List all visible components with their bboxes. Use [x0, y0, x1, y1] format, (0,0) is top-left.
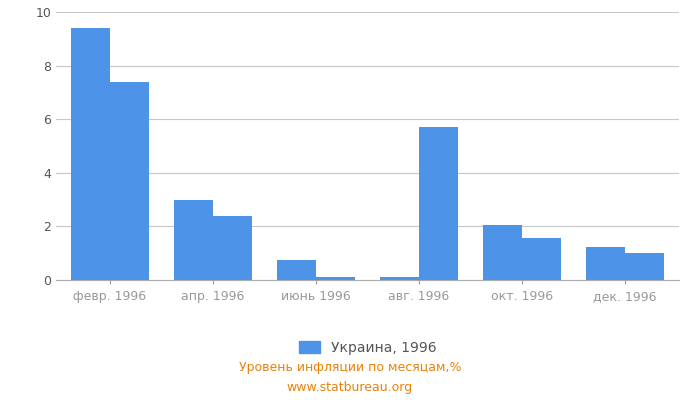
Bar	[110, 82, 148, 280]
Text: Уровень инфляции по месяцам,%: Уровень инфляции по месяцам,%	[239, 362, 461, 374]
Bar	[625, 253, 664, 280]
Bar	[587, 246, 625, 280]
Bar	[483, 225, 522, 280]
Bar	[316, 277, 355, 280]
Bar	[277, 260, 316, 280]
Text: www.statbureau.org: www.statbureau.org	[287, 382, 413, 394]
Bar	[71, 28, 110, 280]
Bar	[380, 277, 419, 280]
Bar	[419, 127, 458, 280]
Legend: Украина, 1996: Украина, 1996	[293, 335, 442, 360]
Bar	[213, 216, 252, 280]
Bar	[174, 200, 213, 280]
Bar	[522, 238, 561, 280]
